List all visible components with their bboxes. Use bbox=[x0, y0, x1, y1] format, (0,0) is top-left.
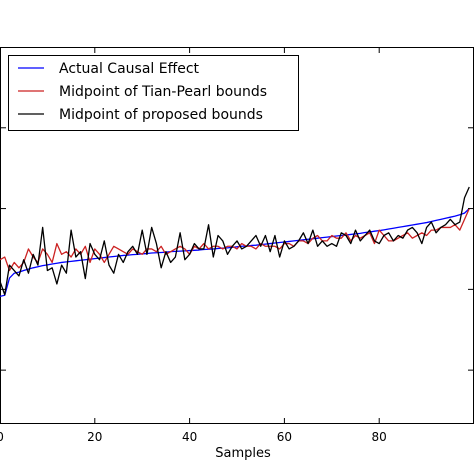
x-tick-label: 80 bbox=[372, 430, 387, 444]
legend: Actual Causal Effect Midpoint of Tian-Pea… bbox=[8, 55, 299, 131]
x-axis-label: Samples bbox=[215, 446, 271, 461]
tick-labels: 0 20 40 60 80 bbox=[0, 430, 387, 444]
series-lines bbox=[0, 186, 470, 297]
series-line-1 bbox=[0, 208, 470, 272]
legend-label: Actual Causal Effect bbox=[59, 61, 200, 77]
x-tick-label: 60 bbox=[277, 430, 292, 444]
legend-box bbox=[8, 55, 299, 131]
x-tick-label: 40 bbox=[182, 430, 197, 444]
series-line-2 bbox=[0, 186, 470, 296]
x-tick-label: 20 bbox=[87, 430, 102, 444]
legend-label: Midpoint of proposed bounds bbox=[59, 107, 263, 123]
legend-label: Midpoint of Tian-Pearl bounds bbox=[59, 84, 267, 100]
tick-marks bbox=[0, 47, 474, 424]
x-tick-label: 0 bbox=[0, 430, 4, 444]
